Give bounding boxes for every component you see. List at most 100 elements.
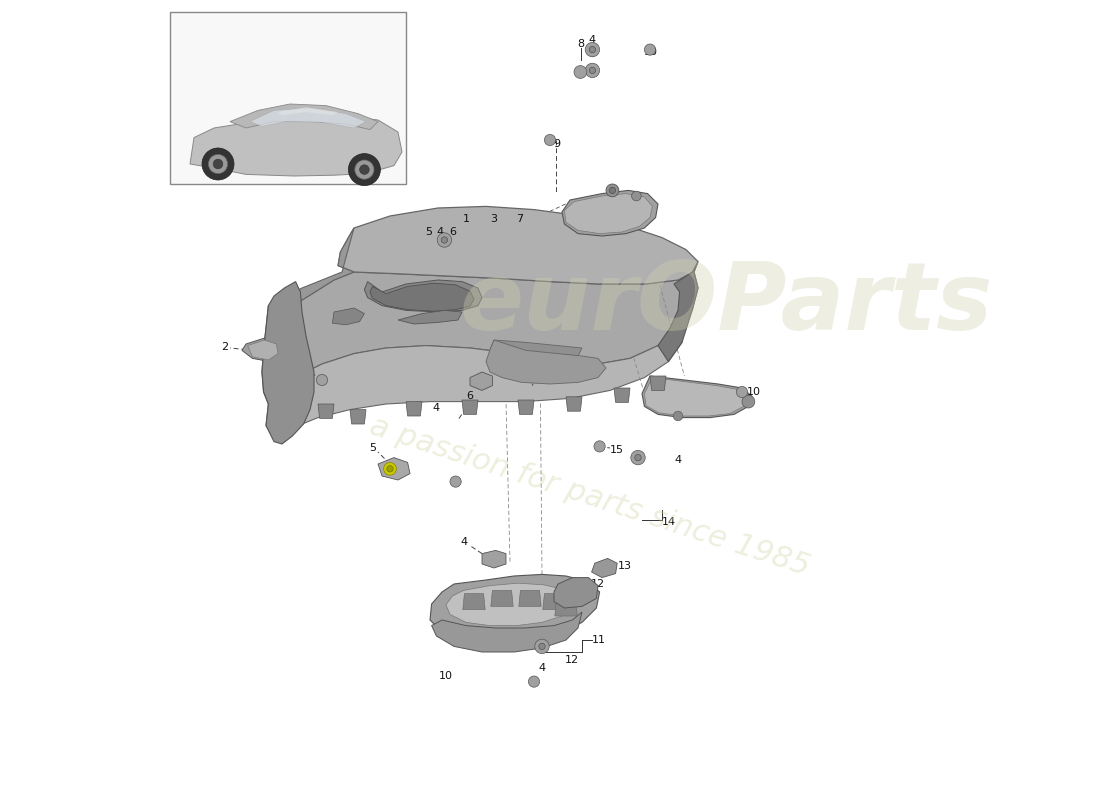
- Circle shape: [213, 159, 223, 169]
- Text: 4: 4: [538, 663, 546, 673]
- Polygon shape: [518, 400, 534, 414]
- Polygon shape: [446, 583, 574, 626]
- Polygon shape: [431, 612, 582, 652]
- Text: a passion for parts since 1985: a passion for parts since 1985: [366, 411, 814, 581]
- Polygon shape: [278, 107, 338, 115]
- Polygon shape: [486, 340, 606, 384]
- Circle shape: [441, 237, 448, 243]
- Text: 2: 2: [221, 342, 228, 352]
- Text: 10: 10: [747, 387, 761, 397]
- Polygon shape: [463, 594, 485, 610]
- Circle shape: [528, 676, 540, 687]
- Text: 6: 6: [466, 391, 473, 401]
- Circle shape: [360, 165, 370, 174]
- Text: 10: 10: [549, 373, 563, 382]
- Text: 12: 12: [591, 579, 605, 589]
- Polygon shape: [491, 590, 514, 606]
- Circle shape: [590, 67, 595, 74]
- Text: 12: 12: [564, 655, 579, 665]
- Polygon shape: [592, 558, 617, 578]
- Text: 5: 5: [425, 227, 432, 237]
- Text: 4: 4: [588, 35, 596, 45]
- Polygon shape: [398, 310, 462, 324]
- Polygon shape: [562, 190, 658, 236]
- Circle shape: [355, 160, 374, 179]
- Circle shape: [450, 476, 461, 487]
- Polygon shape: [350, 410, 366, 424]
- Circle shape: [437, 233, 452, 247]
- Circle shape: [635, 454, 641, 461]
- Text: 4: 4: [460, 538, 467, 547]
- Polygon shape: [564, 194, 652, 234]
- Circle shape: [742, 395, 755, 408]
- Polygon shape: [248, 340, 278, 360]
- Polygon shape: [262, 272, 698, 404]
- Polygon shape: [242, 338, 282, 362]
- Polygon shape: [318, 404, 334, 418]
- Text: 4: 4: [437, 227, 444, 237]
- Circle shape: [202, 148, 234, 180]
- Polygon shape: [462, 400, 478, 414]
- Polygon shape: [262, 282, 314, 444]
- Text: 11: 11: [592, 635, 606, 645]
- Text: 4: 4: [432, 403, 440, 413]
- Circle shape: [606, 184, 619, 197]
- Circle shape: [585, 63, 600, 78]
- Circle shape: [535, 639, 549, 654]
- Circle shape: [590, 46, 595, 53]
- Polygon shape: [378, 458, 410, 480]
- Polygon shape: [482, 550, 506, 568]
- Circle shape: [539, 643, 546, 650]
- Text: 4: 4: [674, 455, 682, 465]
- Text: 14: 14: [661, 517, 675, 526]
- Polygon shape: [266, 328, 682, 440]
- Text: 9: 9: [529, 373, 536, 382]
- Polygon shape: [332, 308, 364, 325]
- Text: 5: 5: [368, 443, 376, 453]
- Polygon shape: [542, 594, 565, 610]
- Polygon shape: [430, 574, 600, 642]
- Polygon shape: [230, 104, 378, 130]
- Polygon shape: [364, 280, 482, 312]
- Polygon shape: [190, 116, 402, 176]
- Polygon shape: [554, 600, 578, 616]
- Text: 9: 9: [553, 139, 560, 149]
- Polygon shape: [406, 402, 422, 416]
- Text: 3: 3: [491, 214, 497, 224]
- Text: 15: 15: [609, 445, 624, 454]
- Circle shape: [585, 42, 600, 57]
- Polygon shape: [658, 262, 698, 362]
- Circle shape: [387, 466, 393, 472]
- Circle shape: [574, 66, 586, 78]
- Polygon shape: [554, 578, 598, 608]
- Polygon shape: [370, 283, 474, 311]
- Polygon shape: [338, 206, 698, 284]
- Circle shape: [645, 44, 656, 55]
- Text: 10: 10: [439, 671, 453, 681]
- Circle shape: [594, 441, 605, 452]
- Text: 13: 13: [617, 561, 631, 570]
- Text: eurOParts: eurOParts: [460, 258, 992, 350]
- Text: 10: 10: [644, 47, 658, 57]
- Polygon shape: [566, 397, 582, 411]
- Text: 7: 7: [516, 214, 524, 224]
- Circle shape: [673, 411, 683, 421]
- Polygon shape: [470, 372, 493, 390]
- Circle shape: [630, 450, 646, 465]
- Text: 1: 1: [462, 214, 470, 224]
- Circle shape: [317, 374, 328, 386]
- Circle shape: [609, 187, 616, 194]
- Text: 10: 10: [288, 361, 302, 370]
- Circle shape: [384, 462, 396, 475]
- Circle shape: [736, 386, 748, 398]
- Polygon shape: [642, 376, 751, 418]
- Circle shape: [208, 154, 228, 174]
- Circle shape: [544, 134, 556, 146]
- Text: 8: 8: [578, 39, 585, 49]
- FancyBboxPatch shape: [170, 12, 406, 184]
- Polygon shape: [519, 590, 541, 606]
- Polygon shape: [645, 378, 747, 416]
- Polygon shape: [268, 228, 354, 316]
- Circle shape: [631, 191, 641, 201]
- Polygon shape: [614, 388, 630, 402]
